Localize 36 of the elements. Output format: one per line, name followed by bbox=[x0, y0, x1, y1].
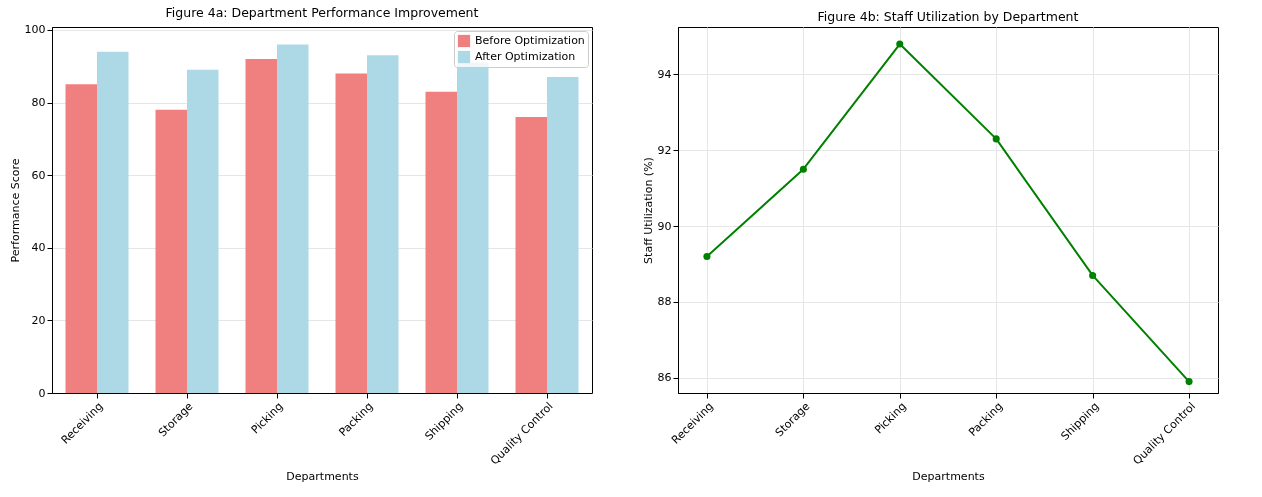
point bbox=[799, 165, 807, 173]
legend-label: Before Optimization bbox=[475, 34, 585, 47]
y-axis-title: Staff Utilization (%) bbox=[641, 157, 655, 264]
y-tick-label: 20 bbox=[31, 313, 46, 327]
y-axis-title: Performance Score bbox=[8, 158, 22, 263]
bar bbox=[277, 44, 309, 393]
point bbox=[992, 135, 1000, 143]
point bbox=[703, 252, 711, 260]
y-tick-label: 86 bbox=[657, 371, 672, 385]
point bbox=[1185, 378, 1193, 386]
bar bbox=[515, 117, 547, 393]
y-tick-label: 80 bbox=[31, 96, 46, 110]
y-tick-label: 92 bbox=[657, 143, 672, 157]
legend-label: After Optimization bbox=[475, 50, 576, 63]
x-axis-title: Departments bbox=[912, 469, 985, 483]
bar bbox=[97, 51, 129, 393]
bar bbox=[425, 91, 457, 393]
bar bbox=[245, 58, 277, 393]
point bbox=[1089, 271, 1097, 279]
bar bbox=[547, 77, 579, 393]
bar bbox=[367, 55, 399, 393]
chart-title: Figure 4a: Department Performance Improvement bbox=[165, 5, 479, 21]
y-tick-label: 100 bbox=[24, 23, 46, 37]
bar bbox=[187, 69, 219, 393]
y-tick-label: 88 bbox=[657, 295, 672, 309]
bar bbox=[335, 73, 367, 393]
bar bbox=[155, 109, 187, 393]
y-tick-label: 60 bbox=[31, 168, 46, 182]
y-tick-label: 90 bbox=[657, 219, 672, 233]
chart-title: Figure 4b: Staff Utilization by Department bbox=[817, 8, 1079, 24]
y-tick-label: 40 bbox=[31, 241, 46, 255]
x-axis-title: Departments bbox=[286, 469, 359, 483]
bar bbox=[65, 84, 97, 393]
point bbox=[896, 40, 904, 48]
y-tick-label: 0 bbox=[38, 386, 46, 400]
y-tick-label: 94 bbox=[657, 67, 672, 81]
